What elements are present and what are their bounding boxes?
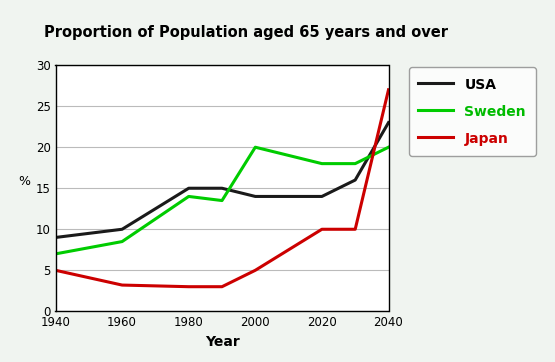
Y-axis label: %: % [19,175,31,188]
Text: Proportion of Population aged 65 years and over: Proportion of Population aged 65 years a… [44,25,448,40]
X-axis label: Year: Year [205,335,239,349]
Legend: USA, Sweden, Japan: USA, Sweden, Japan [409,67,536,156]
